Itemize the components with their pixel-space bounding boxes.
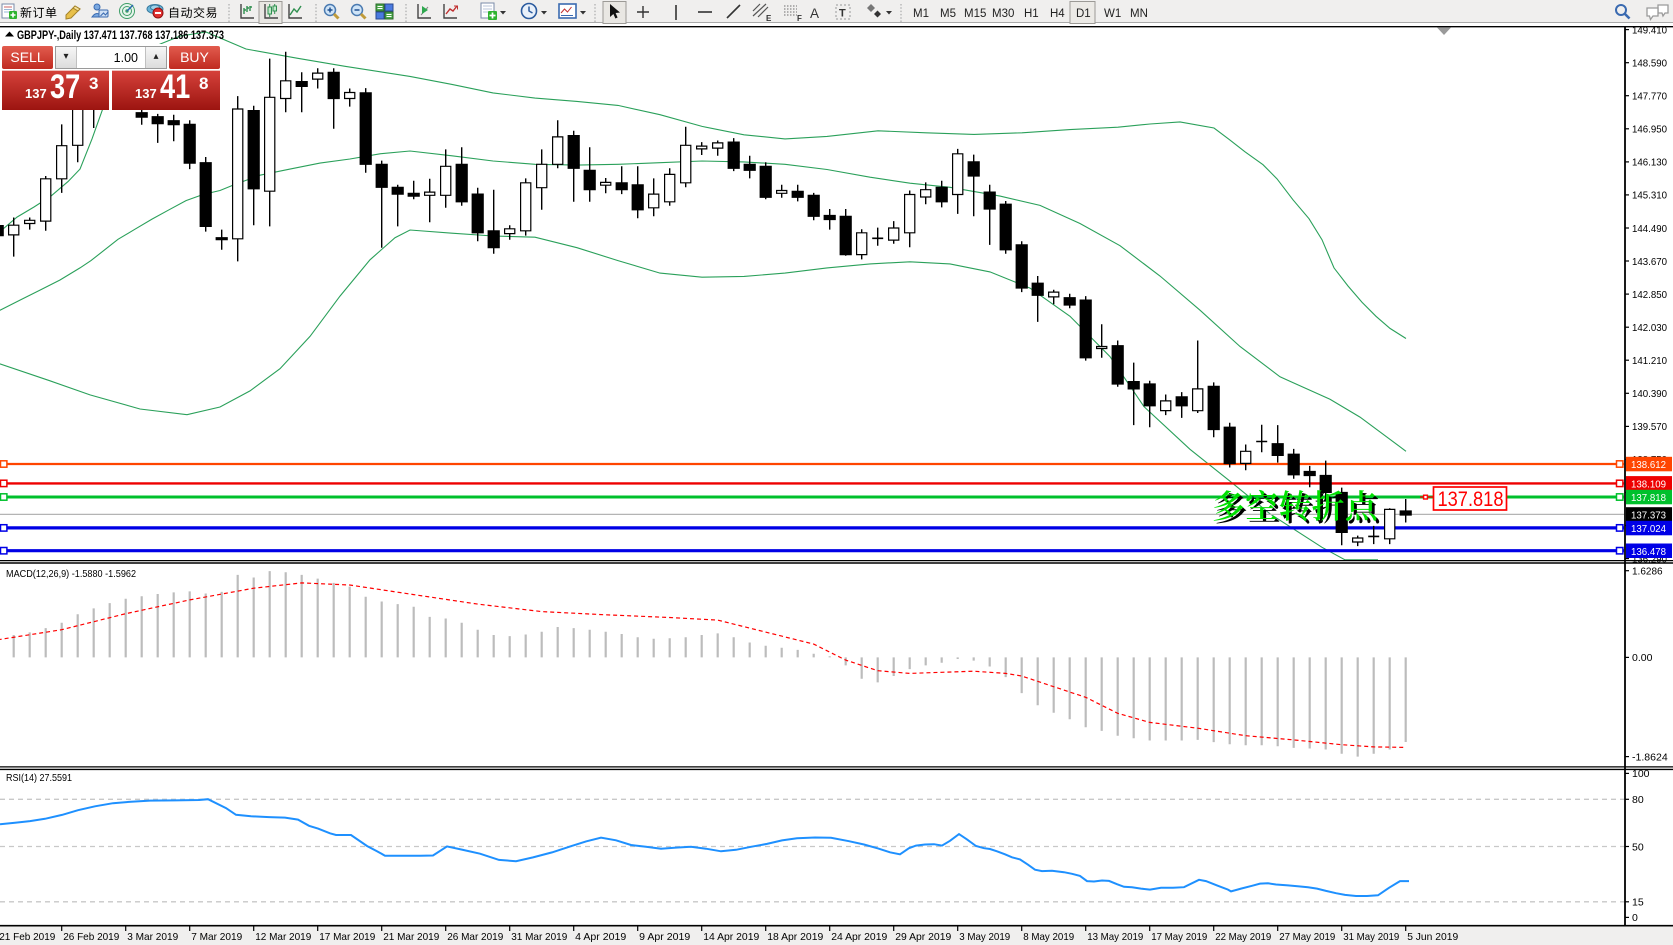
svg-text:143.670: 143.670 bbox=[1632, 256, 1667, 268]
svg-text:142.030: 142.030 bbox=[1632, 322, 1667, 334]
svg-text:137.818: 137.818 bbox=[1631, 492, 1666, 504]
svg-text:M15: M15 bbox=[964, 8, 986, 20]
svg-text:145.310: 145.310 bbox=[1632, 190, 1667, 202]
svg-text:26 Feb 2019: 26 Feb 2019 bbox=[63, 931, 119, 943]
svg-text:13 May 2019: 13 May 2019 bbox=[1087, 931, 1143, 943]
svg-text:21 Mar 2019: 21 Mar 2019 bbox=[383, 931, 439, 943]
svg-text:-1.8624: -1.8624 bbox=[1632, 751, 1668, 763]
svg-text:T: T bbox=[839, 8, 846, 20]
svg-text:A: A bbox=[810, 6, 819, 21]
svg-text:E: E bbox=[766, 14, 772, 23]
svg-text:H1: H1 bbox=[1024, 8, 1039, 20]
svg-text:M30: M30 bbox=[992, 8, 1014, 20]
svg-text:0.00: 0.00 bbox=[1632, 652, 1653, 664]
svg-text:21 Feb 2019: 21 Feb 2019 bbox=[0, 931, 55, 943]
svg-text:3 Mar 2019: 3 Mar 2019 bbox=[127, 931, 178, 943]
svg-text:H4: H4 bbox=[1050, 8, 1065, 20]
svg-text:5 Jun 2019: 5 Jun 2019 bbox=[1407, 931, 1458, 943]
svg-text:W1: W1 bbox=[1104, 8, 1121, 20]
svg-text:17 May 2019: 17 May 2019 bbox=[1151, 931, 1207, 943]
svg-text:29 Apr 2019: 29 Apr 2019 bbox=[895, 931, 951, 943]
svg-text:100: 100 bbox=[1632, 768, 1650, 780]
svg-text:26 Mar 2019: 26 Mar 2019 bbox=[447, 931, 503, 943]
svg-text:50: 50 bbox=[1632, 841, 1644, 853]
svg-text:31 May 2019: 31 May 2019 bbox=[1343, 931, 1399, 943]
svg-text:17 Mar 2019: 17 Mar 2019 bbox=[319, 931, 375, 943]
svg-text:MN: MN bbox=[1130, 8, 1148, 20]
svg-text:140.390: 140.390 bbox=[1632, 388, 1667, 400]
svg-text:137.373: 137.373 bbox=[1631, 510, 1666, 522]
svg-text:D1: D1 bbox=[1076, 8, 1091, 20]
svg-text:136.478: 136.478 bbox=[1631, 546, 1666, 558]
svg-text:138.109: 138.109 bbox=[1631, 479, 1666, 491]
svg-text:138.612: 138.612 bbox=[1631, 459, 1666, 471]
svg-text:148.590: 148.590 bbox=[1632, 57, 1667, 69]
svg-text:149.410: 149.410 bbox=[1632, 24, 1667, 36]
svg-text:8 May 2019: 8 May 2019 bbox=[1023, 931, 1074, 943]
svg-text:27 May 2019: 27 May 2019 bbox=[1279, 931, 1335, 943]
svg-text:RSI(14) 27.5591: RSI(14) 27.5591 bbox=[6, 772, 72, 784]
svg-text:18 Apr 2019: 18 Apr 2019 bbox=[767, 931, 823, 943]
svg-text:M1: M1 bbox=[913, 8, 929, 20]
svg-text:GBPJPY-,Daily 137.471 137.768: GBPJPY-,Daily 137.471 137.768 137.186 13… bbox=[17, 30, 224, 42]
svg-text:147.770: 147.770 bbox=[1632, 91, 1667, 103]
svg-text:14 Apr 2019: 14 Apr 2019 bbox=[703, 931, 759, 943]
svg-text:12 Mar 2019: 12 Mar 2019 bbox=[255, 931, 311, 943]
svg-text:142.850: 142.850 bbox=[1632, 289, 1667, 301]
svg-text:22 May 2019: 22 May 2019 bbox=[1215, 931, 1271, 943]
svg-text:15: 15 bbox=[1632, 897, 1644, 909]
svg-text:137.818: 137.818 bbox=[1438, 488, 1504, 511]
svg-text:144.490: 144.490 bbox=[1632, 223, 1667, 235]
svg-text:146.130: 146.130 bbox=[1632, 157, 1667, 169]
svg-text:9 Apr 2019: 9 Apr 2019 bbox=[639, 931, 690, 943]
svg-text:31 Mar 2019: 31 Mar 2019 bbox=[511, 931, 567, 943]
svg-text:M5: M5 bbox=[940, 8, 956, 20]
svg-text:141.210: 141.210 bbox=[1632, 355, 1667, 367]
svg-text:0: 0 bbox=[1632, 912, 1638, 924]
svg-text:3 May 2019: 3 May 2019 bbox=[959, 931, 1010, 943]
svg-text:146.950: 146.950 bbox=[1632, 124, 1667, 136]
svg-text:139.570: 139.570 bbox=[1632, 421, 1667, 433]
svg-text:80: 80 bbox=[1632, 794, 1644, 806]
svg-text:137.024: 137.024 bbox=[1631, 523, 1666, 535]
svg-text:1.6286: 1.6286 bbox=[1632, 565, 1663, 577]
svg-text:F: F bbox=[797, 14, 802, 23]
svg-text:24 Apr 2019: 24 Apr 2019 bbox=[831, 931, 887, 943]
svg-text:7 Mar 2019: 7 Mar 2019 bbox=[191, 931, 242, 943]
svg-text:MACD(12,26,9) -1.5880 -1.5962: MACD(12,26,9) -1.5880 -1.5962 bbox=[6, 568, 136, 580]
svg-text:4 Apr 2019: 4 Apr 2019 bbox=[575, 931, 626, 943]
